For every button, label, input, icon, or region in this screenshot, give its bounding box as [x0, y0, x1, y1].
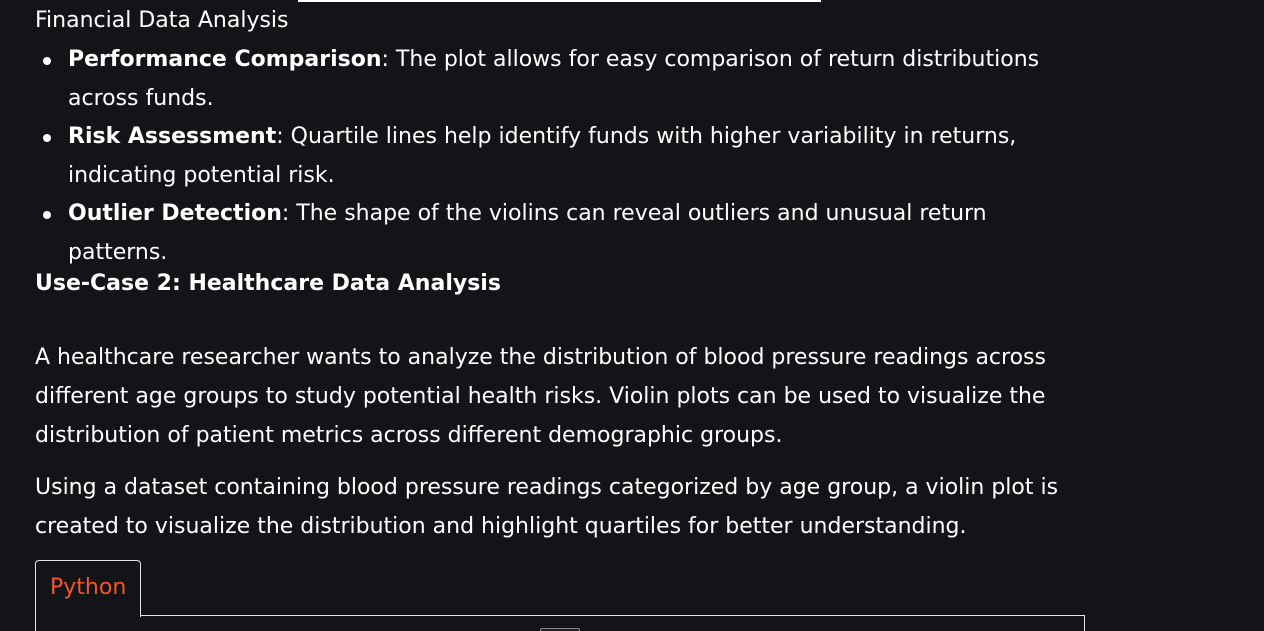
tab-python-label: Python	[50, 575, 127, 600]
copy-button[interactable]	[540, 628, 580, 631]
paragraph-intro: A healthcare researcher wants to analyze…	[35, 345, 1046, 448]
bullet-icon	[43, 134, 51, 142]
image-bottom-edge	[298, 0, 821, 2]
list-item: Performance Comparison: The plot allows …	[35, 41, 1085, 118]
bullet-icon	[43, 57, 51, 65]
tab-python[interactable]: Python	[35, 560, 141, 617]
benefits-list: Performance Comparison: The plot allows …	[35, 41, 1085, 272]
list-item-title: Performance Comparison	[68, 47, 382, 72]
list-item-text: : The shape of the violins can reveal ou…	[68, 201, 987, 265]
list-item-text: : The plot allows for easy comparison of…	[68, 47, 1040, 111]
list-item: Risk Assessment: Quartile lines help ide…	[35, 118, 1085, 195]
image-caption: Financial Data Analysis	[35, 8, 289, 33]
list-item-text: : Quartile lines help identify funds wit…	[68, 124, 1017, 188]
list-item: Outlier Detection: The shape of the viol…	[35, 195, 1085, 272]
bullet-icon	[43, 211, 51, 219]
code-block	[35, 615, 1085, 631]
section-heading: Use-Case 2: Healthcare Data Analysis	[35, 271, 501, 296]
list-item-title: Outlier Detection	[68, 201, 282, 226]
paragraph-dataset: Using a dataset containing blood pressur…	[35, 475, 1059, 539]
list-item-title: Risk Assessment	[68, 124, 277, 149]
